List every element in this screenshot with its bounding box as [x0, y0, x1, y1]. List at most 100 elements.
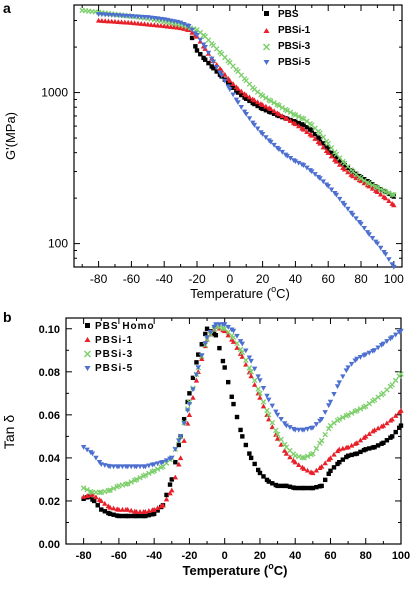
data-point	[248, 369, 254, 375]
data-point	[295, 160, 302, 166]
data-point	[176, 461, 182, 467]
data-point	[345, 412, 351, 418]
y-tick-label: 0.06	[39, 410, 60, 422]
y-tick-label: 0.08	[39, 367, 60, 379]
panel-a-x-axis-label: Temperature (oC)	[190, 284, 290, 301]
data-point	[237, 346, 244, 353]
data-point	[184, 408, 191, 414]
data-point	[204, 335, 210, 341]
data-point	[240, 434, 245, 439]
data-point	[189, 27, 195, 33]
data-point	[295, 123, 302, 129]
panel-b-x-axis-label-end: C)	[274, 563, 288, 578]
data-point	[322, 410, 328, 415]
y-tick-label: 100	[48, 237, 68, 251]
data-point	[255, 374, 261, 380]
data-point	[235, 90, 241, 95]
data-point	[167, 490, 173, 496]
series-pbsi-5	[80, 322, 404, 470]
data-point	[243, 357, 249, 363]
data-point	[181, 21, 187, 27]
data-point	[300, 163, 307, 168]
data-point	[326, 147, 331, 152]
legend-label: PBSi-5	[278, 57, 311, 68]
data-point	[163, 496, 170, 502]
data-point	[99, 18, 105, 23]
data-point	[393, 413, 399, 418]
data-point	[260, 386, 267, 391]
data-point	[160, 502, 166, 508]
data-point	[204, 326, 210, 331]
data-point	[374, 189, 381, 195]
x-tick-label: 60	[324, 550, 336, 562]
data-point	[386, 190, 392, 196]
data-point	[325, 425, 332, 432]
panel-a-x-axis-label-main: Temperature (	[190, 286, 272, 301]
panel-b-y-axis-label: Tan δ	[1, 415, 17, 449]
x-tick-label: 20	[254, 550, 266, 562]
legend-marker-triangle-down	[263, 60, 270, 65]
data-point	[358, 221, 364, 227]
data-point	[366, 350, 372, 356]
data-point	[327, 422, 334, 429]
data-point	[310, 450, 316, 457]
data-point	[276, 147, 282, 153]
data-point	[163, 458, 170, 464]
data-point	[270, 481, 275, 486]
data-point	[168, 24, 174, 29]
panel-a-frame	[73, 4, 403, 268]
data-point	[109, 18, 115, 24]
data-point	[274, 435, 281, 441]
data-point	[155, 508, 160, 513]
panel-b-legend-item-pbsi-3: PBSi-3	[83, 349, 132, 360]
data-point	[278, 483, 284, 489]
data-point	[342, 163, 347, 168]
data-point	[353, 216, 359, 222]
data-point	[361, 225, 367, 231]
data-point	[336, 196, 343, 202]
data-point	[102, 509, 107, 514]
data-point	[107, 487, 113, 493]
data-point	[328, 187, 335, 193]
y-tick-label: 0.02	[39, 496, 60, 508]
data-point	[194, 32, 200, 38]
data-point	[142, 472, 149, 478]
panel-a-legend-item-pbsi-5: PBSi-5	[263, 57, 311, 68]
data-point	[375, 345, 381, 351]
data-point	[141, 21, 148, 27]
data-point	[283, 423, 290, 429]
data-point	[248, 455, 254, 461]
data-point	[386, 257, 392, 263]
data-point	[259, 132, 266, 137]
data-point	[229, 394, 234, 399]
y-tick-label: 0.00	[39, 539, 60, 551]
panel-a-legend-item-pbs: PBS	[264, 9, 299, 20]
data-point	[239, 349, 246, 356]
data-point	[312, 131, 318, 137]
data-point	[235, 100, 241, 106]
data-point	[371, 427, 378, 433]
data-point	[350, 173, 356, 179]
data-point	[206, 60, 211, 66]
data-point	[371, 397, 378, 403]
data-point	[112, 18, 118, 24]
data-point	[259, 93, 266, 99]
data-point	[301, 465, 307, 471]
data-point	[95, 17, 102, 23]
data-point	[391, 202, 397, 208]
data-point	[310, 485, 316, 491]
data-point	[375, 394, 381, 400]
panel-b-label: b	[3, 309, 12, 325]
data-point	[222, 78, 228, 84]
data-point	[102, 18, 108, 24]
data-point	[329, 150, 334, 155]
x-tick-label: 0	[226, 272, 233, 286]
data-point	[382, 195, 389, 201]
data-point	[233, 97, 240, 103]
data-point	[145, 21, 151, 27]
data-point	[398, 423, 404, 428]
data-point	[269, 419, 276, 426]
data-point	[257, 390, 263, 397]
data-point	[116, 513, 122, 519]
data-point	[227, 77, 233, 83]
